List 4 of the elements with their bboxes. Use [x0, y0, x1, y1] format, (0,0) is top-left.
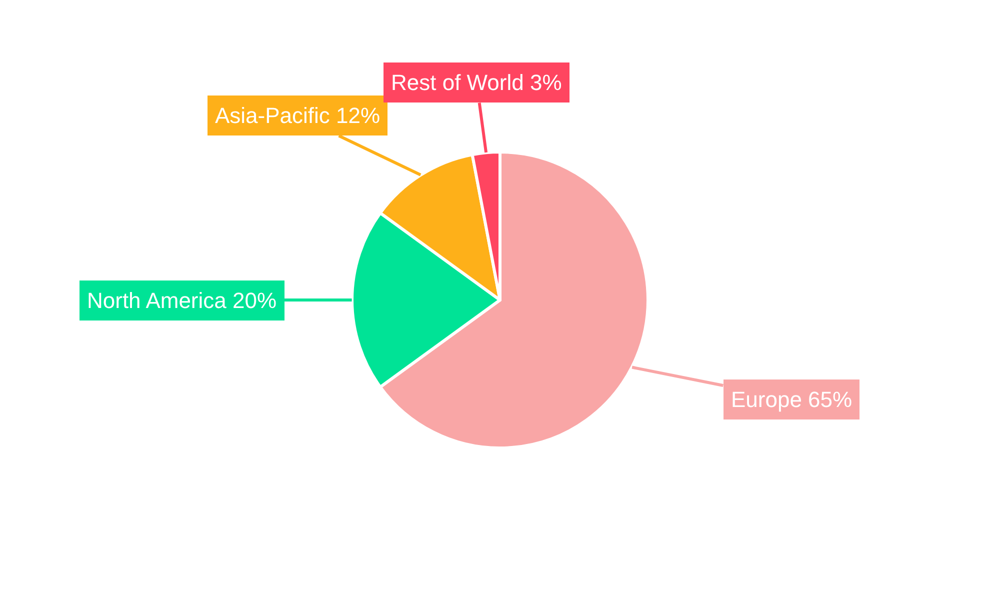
slice-label: Rest of World 3% [391, 70, 562, 95]
slice-label: Europe 65% [731, 387, 852, 412]
slice-label: Asia-Pacific 12% [215, 103, 380, 128]
slice-label: North America 20% [87, 288, 277, 313]
